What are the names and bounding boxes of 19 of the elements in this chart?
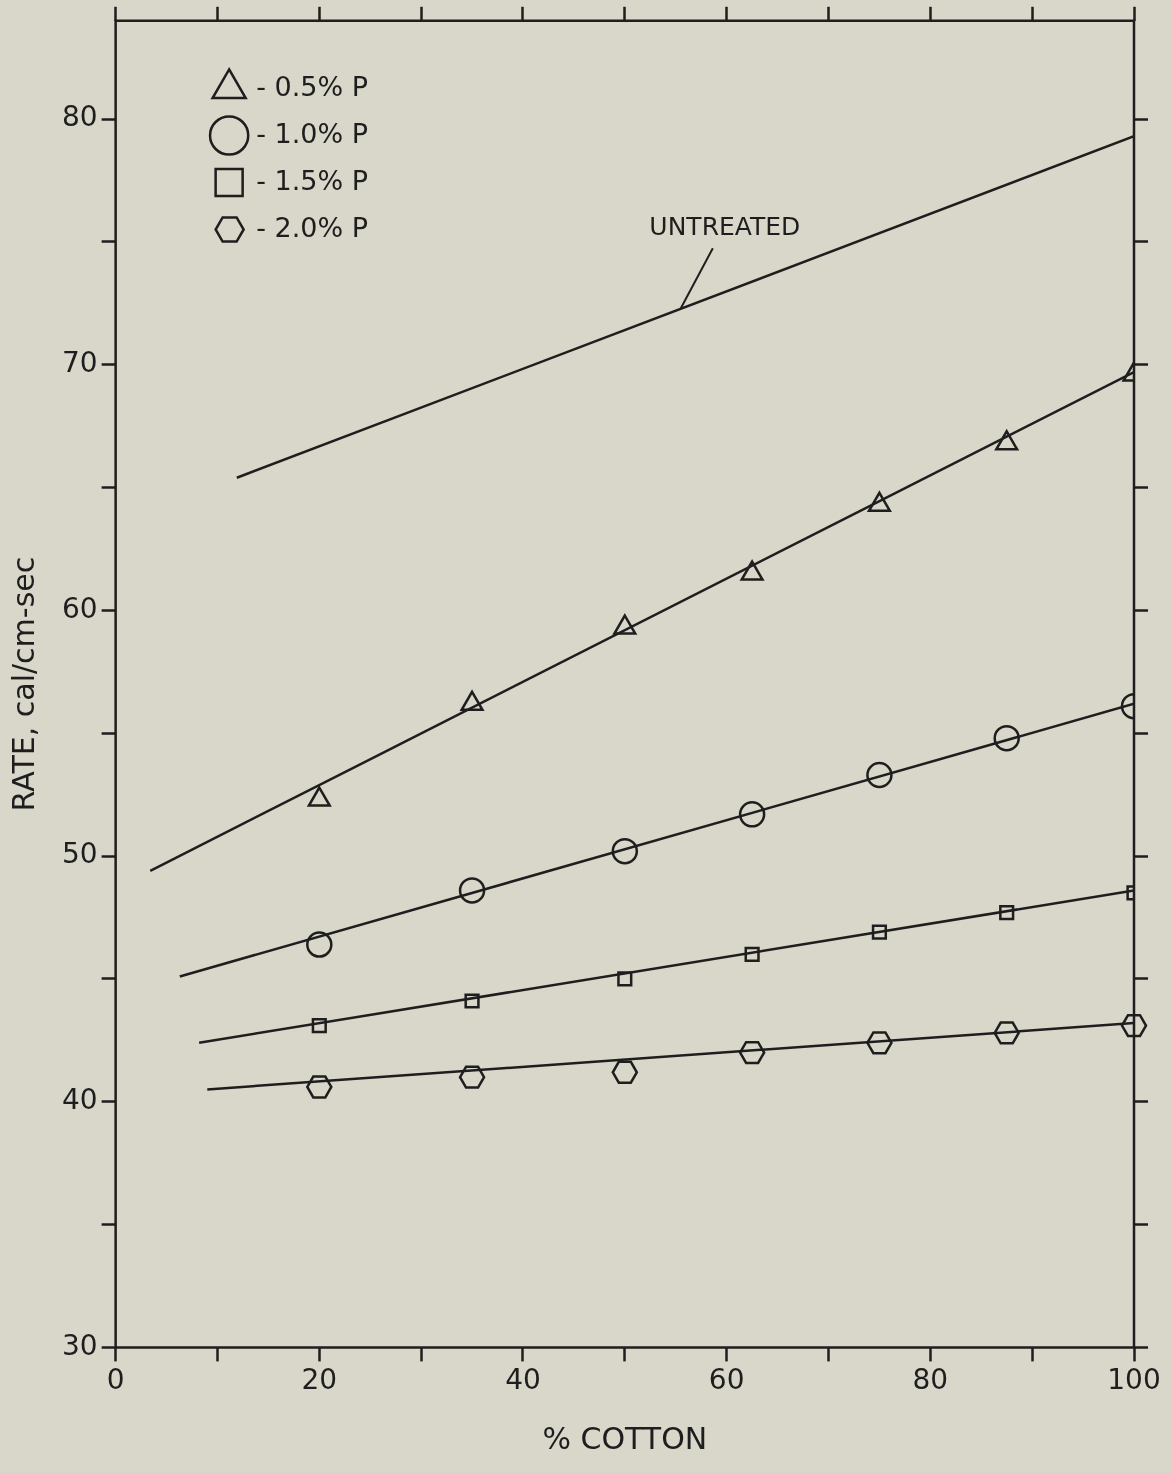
legend-label: - 1.0% P xyxy=(256,117,368,149)
y-axis-title: RATE, cal/cm-sec xyxy=(5,556,41,812)
x-tick-label: 40 xyxy=(505,1363,541,1397)
y-tick-label: 60 xyxy=(61,591,98,625)
y-tick-label: 40 xyxy=(61,1083,98,1117)
x-tick-label: 60 xyxy=(708,1363,745,1397)
x-tick-label: 0 xyxy=(106,1363,125,1397)
x-tick-label: 80 xyxy=(912,1363,949,1397)
legend-label: - 2.0% P xyxy=(256,211,368,243)
x-axis-title: % COTTON xyxy=(542,1420,708,1456)
annotation: UNTREATED xyxy=(649,211,801,241)
y-tick-label: 30 xyxy=(61,1328,98,1362)
y-tick-label: 80 xyxy=(61,100,98,134)
legend-label: - 0.5% P xyxy=(256,70,368,102)
y-tick-label: 50 xyxy=(61,837,98,871)
y-tick-label: 70 xyxy=(61,346,98,380)
legend-label: - 1.5% P xyxy=(256,164,368,196)
x-tick-label: 100 xyxy=(1107,1363,1161,1397)
x-tick-label: 20 xyxy=(301,1363,338,1397)
